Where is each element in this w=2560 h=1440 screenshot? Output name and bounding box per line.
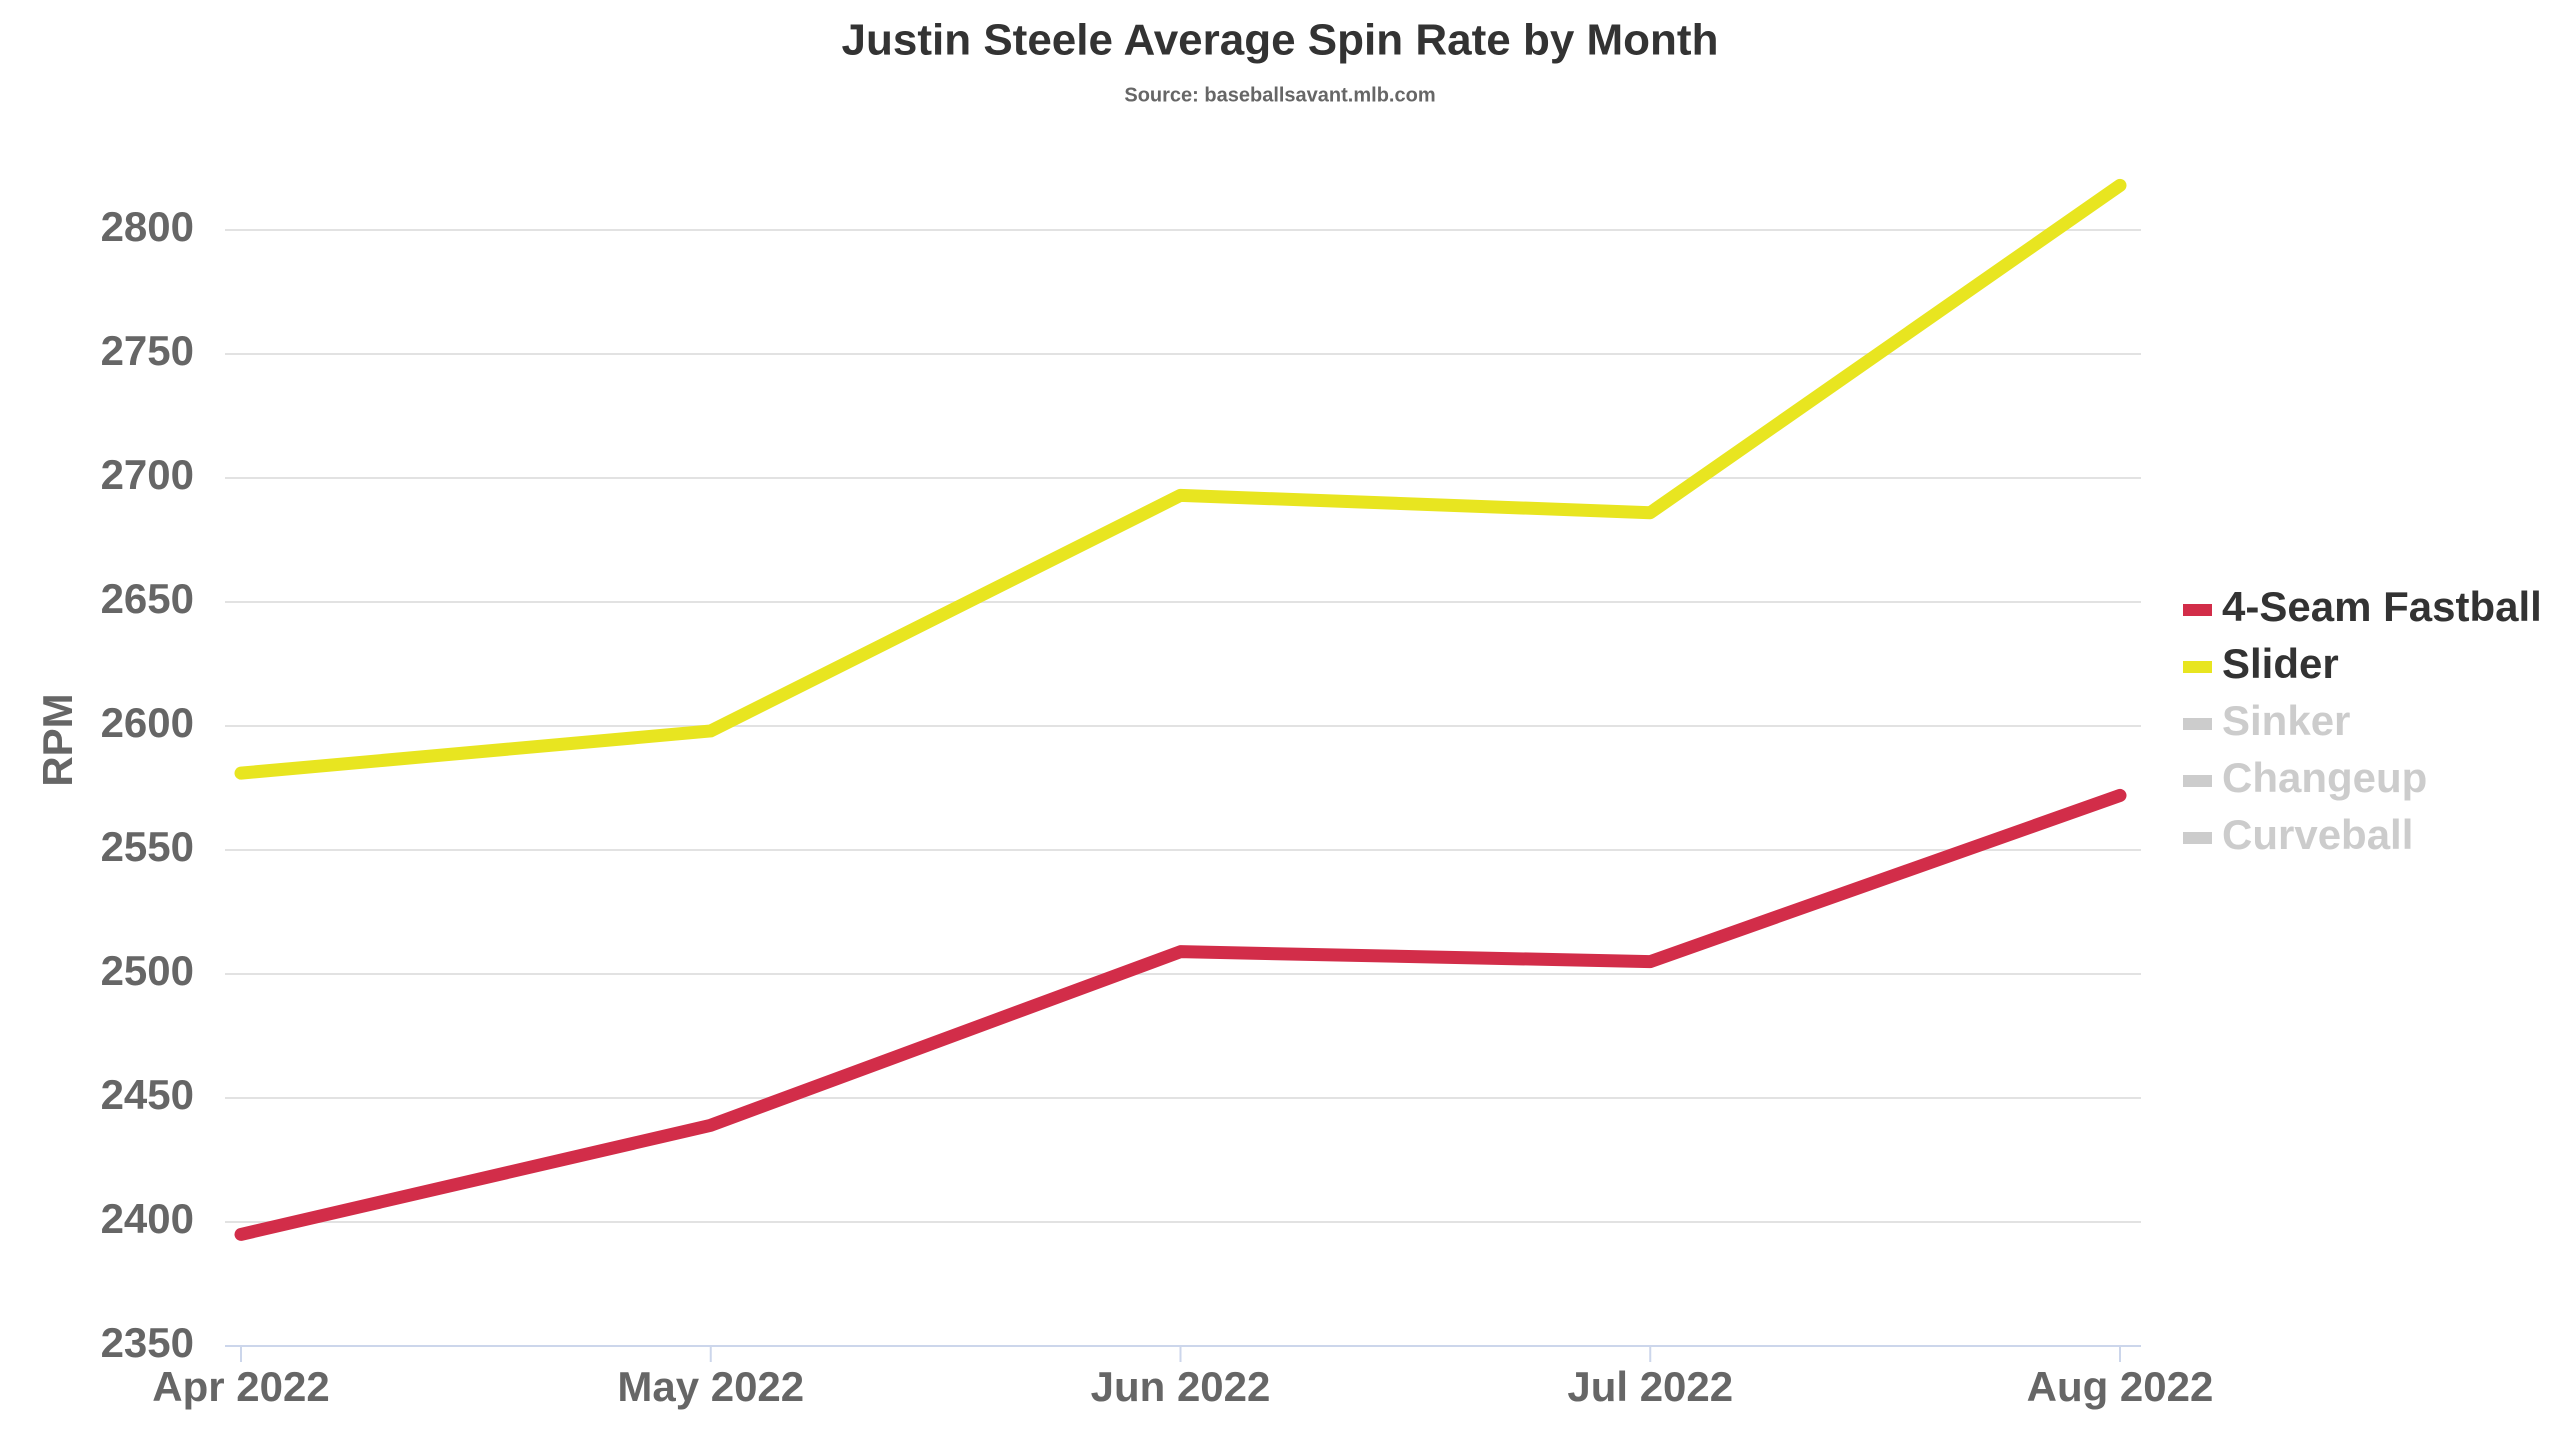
series-line <box>234 178 2127 780</box>
legend-label: Slider <box>2222 640 2339 687</box>
x-tick-label: Aug 2022 <box>2027 1363 2214 1410</box>
y-tick-label: 2600 <box>101 699 194 746</box>
legend-label: 4-Seam Fastball <box>2222 583 2542 630</box>
y-tick-label: 2400 <box>101 1195 194 1242</box>
legend-label: Changeup <box>2222 754 2427 801</box>
x-tick-label: Jun 2022 <box>1091 1363 1271 1410</box>
y-tick-label: 2450 <box>101 1071 194 1118</box>
x-tick-label: May 2022 <box>617 1363 804 1410</box>
chart-title: Justin Steele Average Spin Rate by Month <box>842 16 1719 65</box>
chart-subtitle: Source: baseballsavant.mlb.com <box>1124 84 1435 106</box>
y-axis-label: RPM <box>34 693 81 786</box>
y-tick-label: 2350 <box>101 1319 194 1366</box>
legend-label: Sinker <box>2222 697 2350 744</box>
y-tick-label: 2500 <box>101 947 194 994</box>
legend-label: Curveball <box>2222 811 2413 858</box>
y-tick-label: 2700 <box>101 451 194 498</box>
x-tick-label: Jul 2022 <box>1567 1363 1733 1410</box>
series-line <box>234 788 2127 1241</box>
y-tick-label: 2650 <box>101 575 194 622</box>
x-tick-label: Apr 2022 <box>152 1363 329 1410</box>
y-tick-label: 2750 <box>101 327 194 374</box>
y-tick-label: 2550 <box>101 823 194 870</box>
y-tick-label: 2800 <box>101 203 194 250</box>
